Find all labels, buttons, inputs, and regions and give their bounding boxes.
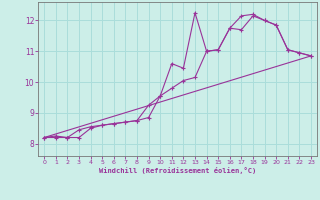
X-axis label: Windchill (Refroidissement éolien,°C): Windchill (Refroidissement éolien,°C) xyxy=(99,167,256,174)
